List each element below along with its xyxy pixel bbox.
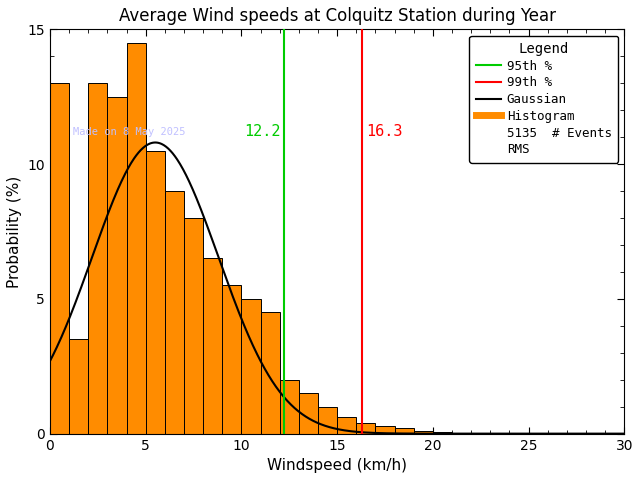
Bar [203,258,222,433]
Bar [69,339,88,433]
X-axis label: Windspeed (km/h): Windspeed (km/h) [267,458,407,473]
Legend: 95th %, 99th %, Gaussian, Histogram, 5135  # Events, RMS: 95th %, 99th %, Gaussian, Histogram, 513… [469,36,618,163]
Bar [433,432,452,433]
Bar [184,218,203,433]
Bar [108,96,127,433]
Bar [241,299,260,433]
Text: 16.3: 16.3 [366,124,403,139]
Bar [376,426,395,433]
Title: Average Wind speeds at Colquitz Station during Year: Average Wind speeds at Colquitz Station … [118,7,556,25]
Bar [165,191,184,433]
Bar [146,151,165,433]
Bar [222,286,241,433]
Text: 12.2: 12.2 [244,124,281,139]
Bar [88,83,108,433]
Bar [337,418,356,433]
Bar [413,431,433,433]
Bar [280,380,299,433]
Bar [50,83,69,433]
Bar [318,407,337,433]
Text: Made on 8 May 2025: Made on 8 May 2025 [73,127,186,137]
Bar [127,43,146,433]
Bar [356,423,376,433]
Bar [260,312,280,433]
Bar [299,393,318,433]
Bar [395,428,413,433]
Y-axis label: Probability (%): Probability (%) [7,175,22,288]
